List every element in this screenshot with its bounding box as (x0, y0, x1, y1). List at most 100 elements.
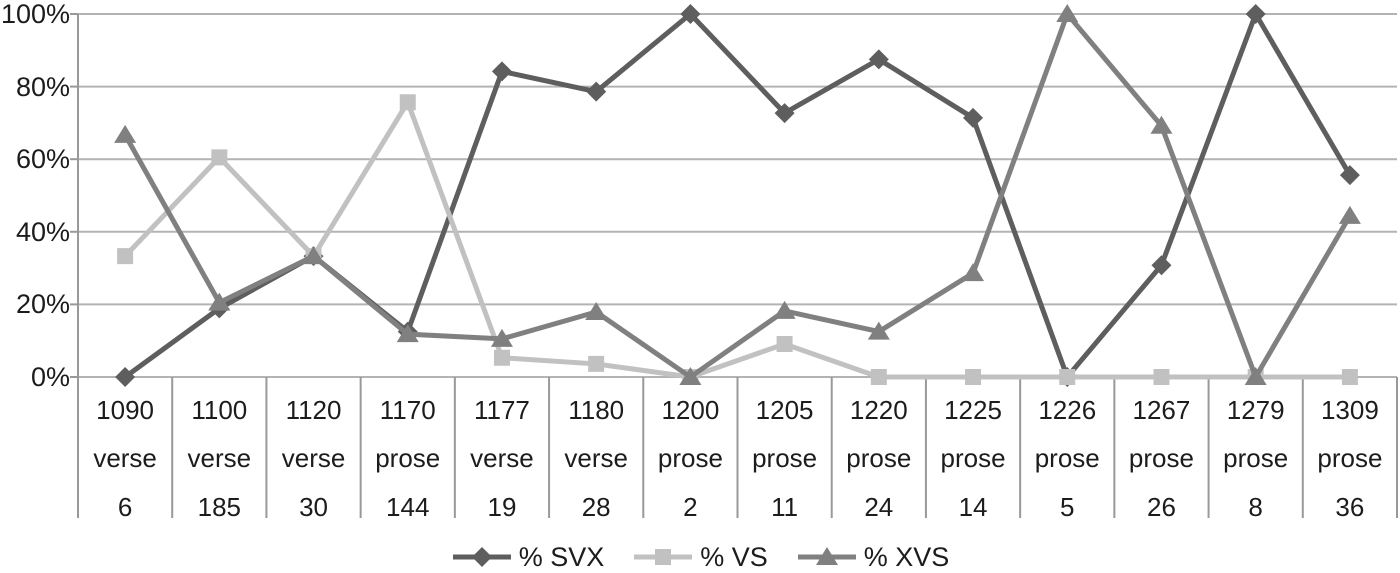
category-type: prose (375, 443, 441, 473)
legend-triangle-marker-icon (797, 547, 856, 565)
triangle-marker (962, 263, 985, 282)
category-cell: 1170 prose 144 (361, 377, 455, 522)
diamond-marker (774, 103, 795, 124)
square-marker (211, 149, 228, 166)
legend-label: % VS (700, 541, 768, 572)
category-type: prose (846, 443, 912, 473)
square-marker (965, 369, 982, 385)
diamond-marker (868, 49, 889, 70)
category-cell: 1279 prose 8 (1209, 377, 1303, 522)
triangle-marker (114, 124, 137, 143)
square-marker (493, 349, 510, 366)
category-cell: 1180 verse 28 (549, 377, 643, 522)
category-cell: 1225 prose 14 (926, 377, 1020, 522)
category-count: 5 (1060, 492, 1075, 522)
category-type: prose (1223, 443, 1289, 473)
diamond-marker (1339, 165, 1360, 186)
y-axis-label: 20% (15, 289, 70, 320)
category-year: 1170 (379, 395, 436, 425)
triangle-marker (679, 367, 702, 385)
category-type: verse (93, 443, 157, 473)
legend: % SVX % VS % XVS (0, 536, 1400, 573)
category-count: 28 (581, 492, 611, 522)
category-count: 19 (487, 492, 517, 522)
category-year: 1309 (1320, 395, 1379, 425)
category-cell: 1090 verse 6 (78, 377, 172, 522)
triangle-marker (1244, 367, 1267, 385)
legend-item-svx: % SVX (451, 541, 605, 573)
category-type: prose (1128, 443, 1194, 473)
category-type: prose (940, 443, 1006, 473)
category-year: 1177 (473, 395, 530, 425)
triangle-marker (1056, 4, 1079, 22)
category-cell: 1309 prose 36 (1303, 377, 1397, 522)
y-axis-label: 100% (0, 0, 70, 29)
category-cell: 1220 prose 24 (832, 377, 926, 522)
category-cell: 1100 verse 185 (172, 377, 266, 522)
square-marker (1059, 369, 1076, 385)
category-count: 30 (299, 492, 328, 522)
triangle-marker (1338, 205, 1361, 224)
category-cell: 1120 verse 30 (266, 377, 360, 522)
category-type: prose (1034, 443, 1100, 473)
category-type: prose (657, 443, 723, 473)
triangle-marker (585, 302, 608, 321)
series-line-1 (123, 96, 1350, 380)
category-year: 1100 (191, 395, 248, 425)
series-line-0 (123, 8, 1353, 382)
category-cell: 1226 prose 5 (1020, 377, 1114, 522)
legend-label: % SVX (518, 541, 605, 572)
diamond-marker (115, 367, 136, 387)
category-type: verse (470, 443, 534, 473)
triangle-marker (396, 324, 419, 343)
category-cell: 1200 prose 2 (643, 377, 737, 522)
diamond-marker (586, 81, 607, 102)
square-marker (588, 355, 605, 372)
triangle-marker (1150, 115, 1173, 134)
category-count: 6 (117, 492, 133, 522)
category-year: 1220 (849, 395, 908, 425)
triangle-marker (302, 246, 325, 265)
category-year: 1226 (1038, 395, 1097, 425)
legend-item-xvs: % XVS (796, 542, 949, 573)
category-year: 1090 (96, 395, 155, 425)
category-count: 8 (1248, 492, 1263, 522)
square-marker (1153, 369, 1170, 385)
category-year: 1267 (1132, 395, 1191, 425)
category-year: 1205 (755, 395, 814, 425)
triangle-marker (867, 321, 890, 340)
y-axis-label: 40% (15, 216, 70, 247)
category-type: verse (187, 443, 252, 473)
category-type: verse (281, 443, 346, 473)
category-cell: 1177 verse 19 (455, 377, 549, 522)
category-year: 1279 (1226, 395, 1285, 425)
category-year: 1120 (285, 395, 342, 425)
triangle-marker (490, 328, 513, 347)
square-marker (399, 94, 416, 111)
category-count: 2 (683, 492, 698, 522)
diamond-marker (963, 107, 984, 128)
category-type: verse (564, 443, 628, 473)
category-count: 26 (1146, 492, 1176, 522)
category-type: prose (1317, 443, 1383, 473)
y-axis-label: 60% (15, 144, 70, 175)
category-cell: 1267 prose 26 (1114, 377, 1208, 522)
diamond-marker (491, 61, 512, 82)
triangle-marker (208, 292, 231, 311)
category-count: 14 (958, 492, 988, 522)
category-count: 24 (864, 492, 894, 522)
category-count: 11 (771, 492, 799, 522)
triangle-marker (773, 300, 796, 319)
diamond-marker (1151, 255, 1172, 276)
category-count: 36 (1335, 492, 1365, 522)
legend-diamond-marker-icon (452, 547, 511, 567)
category-cell: 1205 prose 11 (738, 377, 832, 522)
y-axis-label: 0% (30, 362, 70, 392)
square-marker (1341, 369, 1358, 385)
category-year: 1225 (944, 395, 1002, 425)
category-year: 1200 (661, 395, 720, 425)
diamond-marker (680, 4, 701, 24)
diamond-marker (1245, 4, 1266, 24)
